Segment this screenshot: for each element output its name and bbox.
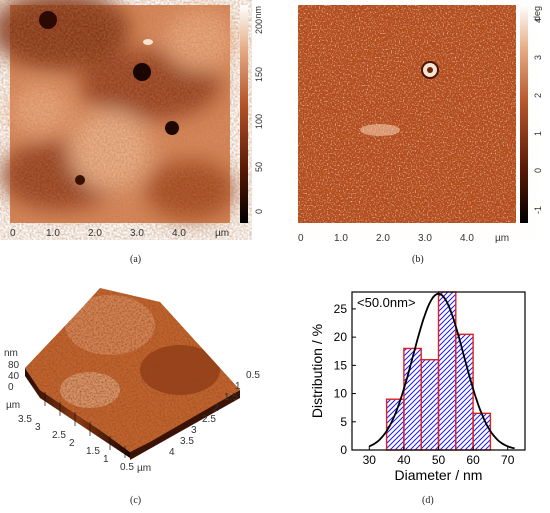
- scale-tick-label: 50: [254, 161, 264, 172]
- phase-scale-tick-label: 1: [533, 130, 543, 136]
- phase-map-image: [298, 5, 528, 223]
- y-axis-label: Distribution / %: [309, 324, 325, 418]
- caption-b: (b): [412, 254, 424, 265]
- x-tick-label: 1.0: [46, 228, 60, 239]
- phase-scale-tick-label: 0: [533, 168, 543, 174]
- histogram-bar: [420, 359, 440, 451]
- afm-height-panel: nm 200 150 100 50 0 0 1.0 2.0 3.0 4.0 µm (a): [0, 0, 275, 270]
- right-axis-tick: 2.5: [202, 414, 216, 425]
- histogram-bar: [455, 333, 474, 451]
- right-axis-tick: 1: [235, 381, 241, 392]
- phase-x-tick-label: 2.0: [376, 233, 390, 244]
- y-tick-label: 25: [334, 302, 348, 316]
- size-distribution-panel: 30 40 50 60 70 0 5 10 15 20 25 Diameter / nm Distrib…: [290, 280, 550, 513]
- surface-3d-image: [25, 288, 240, 460]
- x-tick-label: 4.0: [172, 228, 186, 239]
- x-tick-label: 60: [466, 453, 480, 467]
- right-axis-tick: 0.5: [246, 370, 260, 381]
- histogram-bar: [472, 412, 492, 451]
- afm-phase-panel: deg 4 3 2 1 0 -1 0 1.0 2.0 3.0 4.0 µm (b): [290, 0, 550, 270]
- height-map-image: [0, 0, 248, 223]
- x-axis-unit: µm: [215, 228, 230, 239]
- afm-3d-panel: nm 80 40 0 3.5 3 2.5 2 1.5 1 0.5 0.5 1 1.5 2 2.5 3 3.5…: [0, 280, 275, 513]
- phase-scale-tick-label: -1: [533, 205, 543, 214]
- phase-x-tick-label: 0: [298, 233, 304, 244]
- left-axis-tick: 1.5: [86, 446, 100, 457]
- left-axis-tick: 3: [35, 422, 41, 433]
- histogram-chart: 30 40 50 60 70 0 5 10 15 20 25 Diameter / nm Distrib…: [309, 291, 526, 483]
- right-axis-tick: 1.5: [224, 392, 238, 403]
- left-axis-unit: µm: [6, 400, 21, 411]
- y-tick-label: 5: [340, 415, 347, 429]
- scale-tick-label: 100: [254, 114, 264, 130]
- x-axis-label: Diameter / nm: [395, 467, 483, 483]
- left-axis-tick: 2: [69, 438, 75, 449]
- phase-x-axis-unit: µm: [495, 233, 510, 244]
- phase-x-tick-label: 3.0: [418, 233, 432, 244]
- left-axis-tick: 1: [103, 454, 109, 465]
- x-tick-label: 40: [397, 453, 411, 467]
- left-axis-tick: 0.5: [120, 462, 134, 473]
- z-axis-unit: nm: [4, 348, 18, 359]
- caption-a: (a): [130, 254, 142, 265]
- y-tick-label: 10: [334, 387, 348, 401]
- histogram-bar: [385, 398, 405, 451]
- right-axis-tick: 2: [213, 403, 219, 414]
- x-tick-label: 0: [10, 228, 16, 239]
- right-axis-tick: 3.5: [180, 436, 194, 447]
- x-tick-label: 70: [501, 453, 515, 467]
- z-tick-label: 0: [8, 382, 14, 393]
- scale-tick-label: 200: [254, 19, 264, 35]
- phase-scale-tick-label: 2: [533, 92, 543, 98]
- y-tick-label: 15: [334, 358, 348, 372]
- x-tick-label: 2.0: [88, 228, 102, 239]
- right-axis-tick: 3: [191, 425, 197, 436]
- histogram-bar: [403, 347, 422, 451]
- height-color-scale: [240, 5, 248, 223]
- scale-unit: nm: [253, 6, 263, 19]
- caption-d: (d): [422, 495, 434, 506]
- z-tick-label: 80: [8, 360, 20, 371]
- x-tick-label: 50: [432, 453, 446, 467]
- right-axis-unit: µm: [137, 463, 152, 474]
- caption-c: (c): [130, 495, 142, 506]
- mean-annotation: <50.0nm>: [357, 295, 416, 310]
- left-axis-tick: 2.5: [52, 430, 66, 441]
- x-tick-label: 3.0: [130, 228, 144, 239]
- phase-x-tick-label: 4.0: [460, 233, 474, 244]
- scale-tick-label: 150: [254, 66, 264, 82]
- scale-tick-label: 0: [254, 209, 264, 215]
- phase-scale-tick-label: 4: [533, 17, 543, 23]
- z-tick-label: 40: [8, 371, 20, 382]
- phase-color-scale: [520, 5, 528, 223]
- y-tick-label: 0: [340, 443, 347, 457]
- phase-x-tick-label: 1.0: [334, 233, 348, 244]
- phase-scale-tick-label: 3: [533, 55, 543, 61]
- gaussian-fit-line: [368, 292, 515, 450]
- right-axis-tick: 4: [169, 447, 175, 458]
- y-tick-label: 20: [334, 330, 348, 344]
- x-tick-label: 30: [363, 453, 377, 467]
- left-axis-tick: 3.5: [18, 414, 32, 425]
